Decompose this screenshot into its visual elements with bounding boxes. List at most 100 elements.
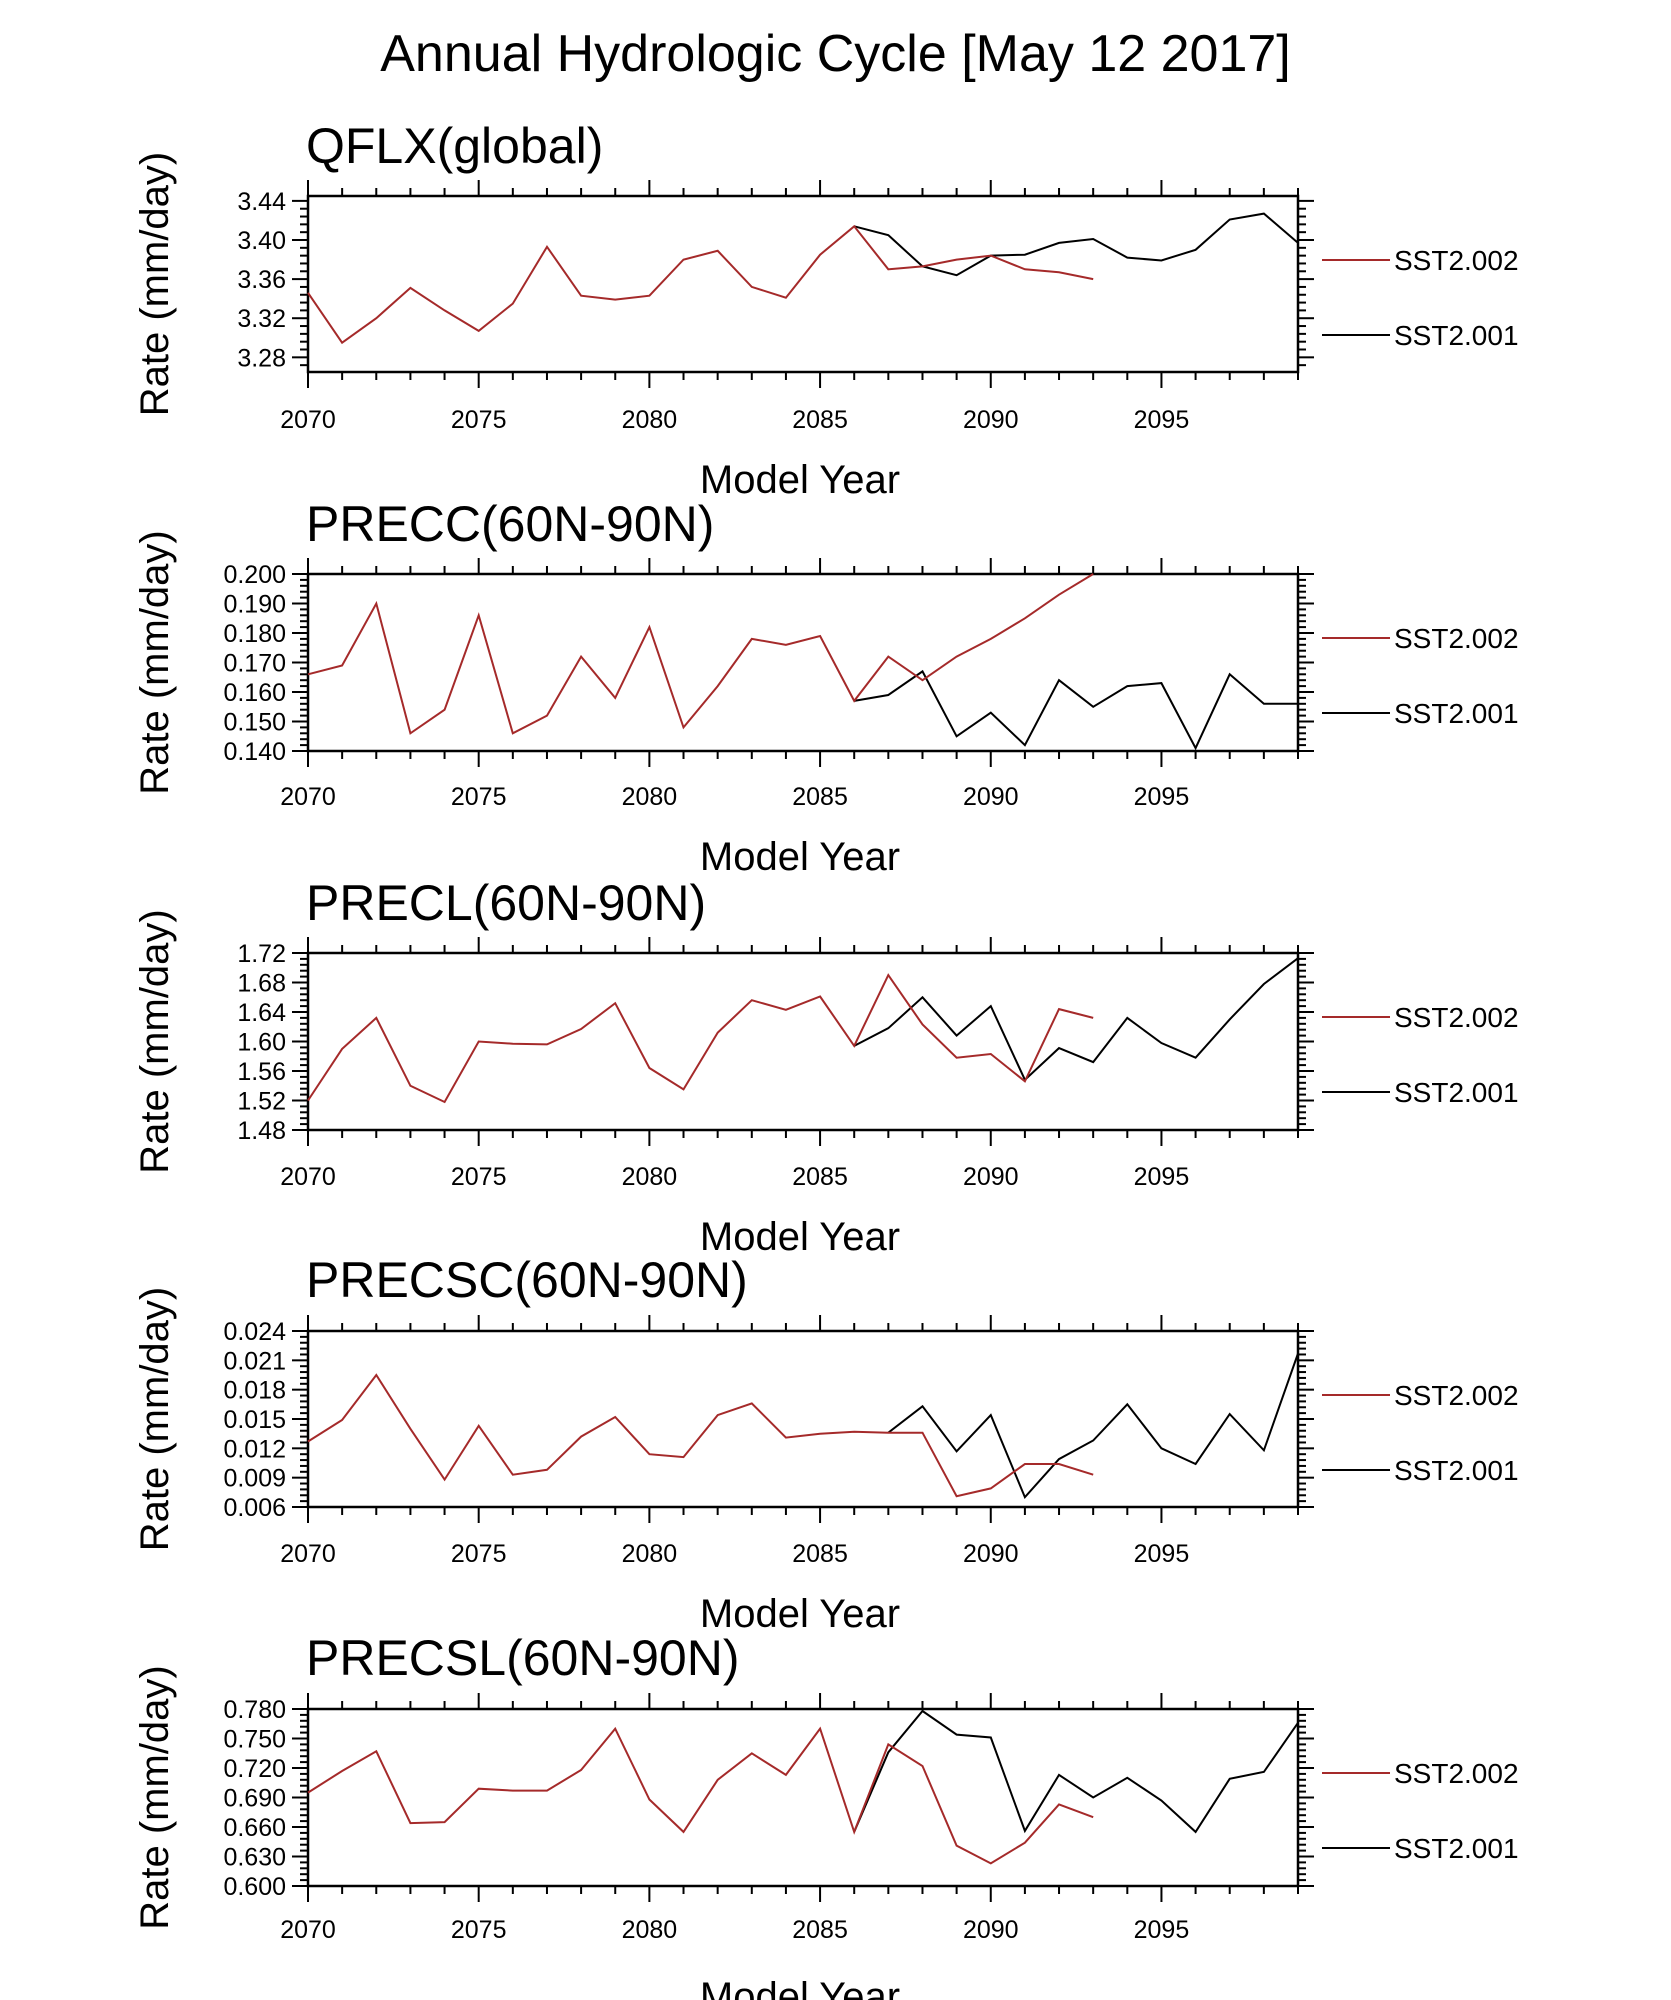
x-tick-label: 2085 [792,783,848,811]
chart-panel-2: PRECC(60N-90N) 2070 2075 2080 2085 2090 2095 0.… [133,496,1519,879]
y-tick-label: 0.600 [223,1873,286,1901]
y-tick-label: 1.52 [237,1088,286,1116]
x-tick-label: 2090 [963,1540,1019,1568]
y-tick-label: 0.150 [223,709,286,737]
y-tick-label: 0.170 [223,650,286,678]
x-tick-label: 2085 [792,1916,848,1944]
y-axis-label: Rate (mm/day) [133,530,177,795]
chart-title: PRECL(60N-90N) [306,875,706,931]
series-line-sst2-001 [853,212,1299,277]
y-tick-label: 1.72 [237,940,286,968]
y-tick-label: 0.780 [223,1696,286,1724]
x-tick-label: 2090 [963,783,1019,811]
y-tick-label: 0.160 [223,679,286,707]
x-axis-label: Model Year [700,1215,900,1259]
plot-frame [306,194,1300,374]
x-tick-label: 2095 [1134,1540,1190,1568]
legend-item: SST2.002 [1322,1002,1519,1033]
y-tick-label: 0.009 [223,1465,286,1493]
legend-label: SST2.001 [1394,1077,1519,1108]
chart-panel-1: QFLX(global) 2070 2075 2080 2085 2090 2095 3.28… [133,118,1519,502]
y-tick-label: 0.720 [223,1755,286,1783]
y-axis-label: Rate (mm/day) [133,152,177,417]
x-tick-label: 2090 [963,406,1019,434]
y-tick-label: 3.40 [237,227,286,255]
series-line-sst2-002 [307,224,1094,345]
chart-panel-5: PRECSL(60N-90N) 2070 2075 2080 2085 2090 2095 0… [133,1630,1519,2000]
chart-title: QFLX(global) [306,118,603,174]
x-axis-label: Model Year [700,835,900,879]
y-tick-label: 0.660 [223,1814,286,1842]
x-tick-label: 2070 [280,1163,336,1191]
series-line-sst2-001 [853,957,1299,1082]
x-tick-label: 2090 [963,1916,1019,1944]
plot-frame [306,1329,1300,1509]
figure-title: Annual Hydrologic Cycle [May 12 2017] [380,25,1291,83]
legend-item: SST2.002 [1322,1758,1519,1789]
x-tick-label: 2095 [1134,1163,1190,1191]
y-tick-label: 0.140 [223,738,286,766]
plot-frame [306,951,1300,1132]
x-tick-label: 2070 [280,783,336,811]
series-line-sst2-002 [307,973,1094,1104]
x-tick-label: 2075 [451,406,507,434]
x-tick-label: 2080 [622,1916,678,1944]
y-axis-label: Rate (mm/day) [133,1287,177,1552]
x-tick-label: 2080 [622,783,678,811]
x-tick-label: 2070 [280,1916,336,1944]
x-axis-label: Model Year [700,1975,900,2000]
series-line-sst2-001 [853,1709,1299,1834]
x-tick-label: 2080 [622,406,678,434]
x-tick-label: 2075 [451,1163,507,1191]
x-tick-label: 2095 [1134,1916,1190,1944]
series-line-sst2-002 [307,1373,1094,1498]
y-tick-label: 3.44 [237,188,286,216]
legend-item: SST2.001 [1322,320,1519,351]
x-axis-label: Model Year [700,1592,900,1636]
y-tick-label: 1.60 [237,1029,286,1057]
chart-title: PRECSC(60N-90N) [306,1252,748,1308]
legend-item: SST2.001 [1322,1077,1519,1108]
legend-item: SST2.001 [1322,1455,1519,1486]
plot-frame [306,1707,1300,1888]
x-tick-label: 2075 [451,1540,507,1568]
y-tick-label: 0.750 [223,1726,286,1754]
series-line-sst2-002 [307,573,1094,735]
x-tick-label: 2075 [451,1916,507,1944]
legend-label: SST2.002 [1394,623,1519,654]
x-tick-label: 2090 [963,1163,1019,1191]
chart-panel-3: PRECL(60N-90N) 2070 2075 2080 2085 2090 2095 1.… [133,875,1519,1259]
x-tick-label: 2080 [622,1163,678,1191]
series-line-sst2-002 [307,1726,1094,1865]
legend-label: SST2.002 [1394,1758,1519,1789]
y-tick-label: 0.024 [223,1318,286,1346]
y-tick-label: 0.190 [223,591,286,619]
chart-title: PRECSL(60N-90N) [306,1630,739,1686]
chart-panel-4: PRECSC(60N-90N) 2070 2075 2080 2085 2090 2095 0… [133,1252,1519,1636]
legend-item: SST2.002 [1322,1380,1519,1411]
x-tick-label: 2075 [451,783,507,811]
x-axis-label: Model Year [700,458,900,502]
y-tick-label: 3.28 [237,344,286,372]
legend-item: SST2.001 [1322,698,1519,729]
y-tick-label: 3.32 [237,305,286,333]
x-tick-label: 2080 [622,1540,678,1568]
x-tick-label: 2095 [1134,783,1190,811]
y-tick-label: 0.021 [223,1347,286,1375]
y-tick-label: 0.012 [223,1435,286,1463]
y-tick-label: 1.64 [237,999,286,1027]
legend-label: SST2.001 [1394,698,1519,729]
legend-item: SST2.002 [1322,623,1519,654]
y-tick-label: 0.180 [223,620,286,648]
y-tick-label: 1.48 [237,1117,286,1145]
x-tick-label: 2085 [792,406,848,434]
legend-label: SST2.002 [1394,1380,1519,1411]
y-tick-label: 0.018 [223,1377,286,1405]
legend-label: SST2.001 [1394,1833,1519,1864]
legend-label: SST2.001 [1394,1455,1519,1486]
series-line-sst2-001 [887,1353,1299,1500]
chart-title: PRECC(60N-90N) [306,496,714,552]
y-tick-label: 1.56 [237,1058,286,1086]
plot-frame [306,572,1300,753]
